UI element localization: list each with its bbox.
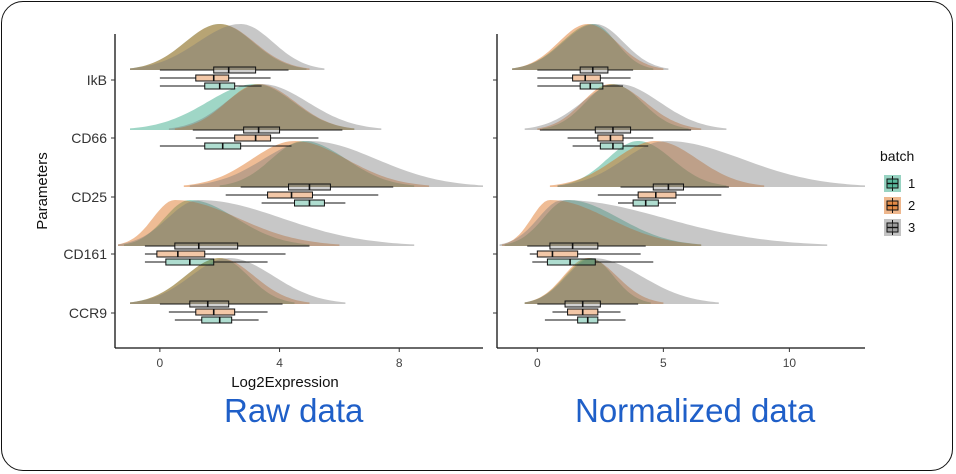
density-cd25-batch-1 — [219, 141, 415, 187]
box-ccr9-batch-3 — [189, 300, 230, 308]
panel-raw: 0 4 8 IkB CD66 CD25 CD161 CCR9 Log2Expression Par… — [34, 24, 484, 391]
y-tick-label-ccr9: CCR9 — [69, 305, 107, 321]
density-cd66-batch-3 — [524, 84, 727, 130]
density-cd25-batch-2 — [549, 141, 765, 187]
x-tick-label: 8 — [396, 356, 403, 370]
density-cd161-batch-1 — [504, 200, 702, 246]
box-cd161-batch-2 — [536, 250, 579, 258]
density-ikb-batch-1 — [512, 24, 654, 70]
density-cd25-batch-2 — [183, 141, 430, 187]
density-cd25-batch-3 — [557, 141, 865, 187]
legend-title: batch — [880, 148, 914, 164]
panel-normalized: 0 5 10 — [493, 24, 865, 370]
density-ccr9-batch-2 — [524, 258, 664, 304]
density-ikb-batch-2 — [130, 24, 310, 70]
y-tick-label-ikb: IkB — [87, 72, 107, 88]
density-cd66-batch-1 — [130, 84, 355, 130]
legend: batch 1 2 3 — [880, 148, 915, 236]
box-ccr9-batch-2 — [195, 308, 236, 316]
y-tick-label-cd161: CD161 — [63, 246, 107, 262]
legend-label-3: 3 — [908, 220, 915, 235]
density-cd161-batch-2 — [502, 200, 702, 246]
density-cd161-batch-3 — [118, 200, 415, 246]
x-tick-label: 0 — [534, 356, 541, 370]
y-tick-label-cd66: CD66 — [71, 130, 107, 146]
box-cd161-batch-3 — [174, 242, 239, 250]
density-ikb-batch-3 — [130, 24, 325, 70]
density-ccr9-batch-1 — [524, 258, 651, 304]
density-cd161-batch-2 — [118, 200, 340, 246]
density-cd66-batch-2 — [174, 84, 355, 130]
density-cd66-batch-2 — [537, 84, 702, 130]
density-cd66-batch-3 — [168, 84, 382, 130]
legend-label-1: 1 — [908, 176, 915, 191]
box-ccr9-batch-1 — [201, 316, 233, 324]
density-cd25-batch-1 — [557, 141, 727, 187]
box-cd66-batch-2 — [234, 134, 272, 142]
density-ikb-batch-1 — [130, 24, 307, 70]
caption-normalized: Normalized data — [575, 392, 816, 429]
density-cd161-batch-3 — [499, 200, 828, 246]
box-ikb-batch-2 — [572, 74, 601, 82]
density-cd161-batch-1 — [124, 200, 310, 246]
box-cd161-batch-1 — [546, 258, 596, 266]
density-ccr9-batch-2 — [130, 258, 310, 304]
box-ikb-batch-1 — [579, 82, 604, 90]
box-ikb-batch-3 — [213, 66, 257, 74]
density-ccr9-batch-3 — [130, 258, 346, 304]
box-ikb-batch-3 — [579, 66, 609, 74]
box-cd25-batch-2 — [267, 191, 313, 199]
box-cd25-batch-2 — [637, 191, 677, 199]
box-cd161-batch-2 — [156, 250, 206, 258]
box-ikb-batch-2 — [195, 74, 230, 82]
y-axis-title: Parameters — [34, 152, 51, 230]
x-axis-title: Log2Expression — [231, 374, 339, 391]
x-tick-label: 0 — [157, 356, 164, 370]
box-cd66-batch-1 — [599, 142, 624, 150]
density-ccr9-batch-3 — [524, 258, 719, 304]
density-ikb-batch-2 — [512, 24, 664, 70]
density-cd25-batch-3 — [189, 141, 484, 187]
x-tick-label: 10 — [783, 356, 797, 370]
density-ikb-batch-3 — [512, 24, 669, 70]
legend-label-2: 2 — [908, 198, 915, 213]
box-cd161-batch-3 — [549, 242, 599, 250]
density-cd66-batch-1 — [542, 84, 689, 130]
y-tick-label-cd25: CD25 — [71, 189, 107, 205]
density-ccr9-batch-1 — [130, 258, 295, 304]
caption-raw: Raw data — [224, 392, 364, 429]
box-cd66-batch-3 — [243, 126, 281, 134]
x-tick-label: 4 — [276, 356, 283, 370]
x-tick-label: 5 — [660, 356, 667, 370]
